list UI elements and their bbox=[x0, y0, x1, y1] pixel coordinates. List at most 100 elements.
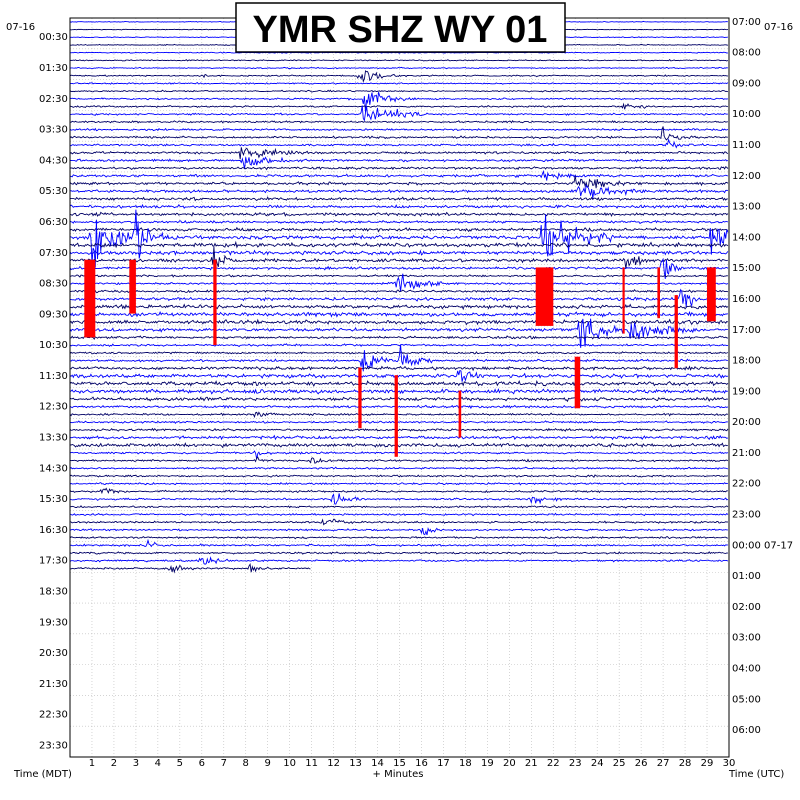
left-date-label: 07-16 bbox=[6, 22, 35, 33]
left-time-label: 06:30 bbox=[39, 217, 68, 228]
x-tick-label: 29 bbox=[701, 758, 714, 769]
right-time-label: 21:00 bbox=[732, 448, 761, 459]
left-time-label: 08:30 bbox=[39, 279, 68, 290]
x-tick-label: 12 bbox=[327, 758, 340, 769]
x-tick-label: 25 bbox=[613, 758, 626, 769]
left-time-label: 00:30 bbox=[39, 32, 68, 43]
left-time-label: 16:30 bbox=[39, 525, 68, 536]
x-tick-label: 13 bbox=[349, 758, 362, 769]
trace-row bbox=[69, 58, 729, 62]
x-tick-label: 27 bbox=[657, 758, 670, 769]
left-time-label: 12:30 bbox=[39, 402, 68, 413]
left-time-label: 15:30 bbox=[39, 494, 68, 505]
trace-row bbox=[69, 184, 728, 199]
left-time-label: 07:30 bbox=[39, 248, 68, 259]
x-tick-label: 2 bbox=[111, 758, 117, 769]
trace-row bbox=[69, 344, 728, 372]
trace-row bbox=[69, 203, 728, 209]
trace-row bbox=[69, 219, 729, 225]
left-time-label: 02:30 bbox=[39, 94, 68, 105]
trace-row bbox=[69, 166, 729, 171]
right-time-label: 12:00 bbox=[732, 171, 761, 182]
trace-row bbox=[69, 365, 728, 372]
x-tick-label: 16 bbox=[415, 758, 428, 769]
left-time-label: 03:30 bbox=[39, 125, 68, 136]
x-tick-label: 1 bbox=[89, 758, 95, 769]
clip-marker bbox=[535, 267, 554, 326]
trace-row bbox=[69, 105, 728, 122]
trace-row bbox=[69, 127, 729, 132]
trace-row bbox=[69, 434, 729, 441]
trace-row bbox=[69, 126, 728, 141]
left-time-label: 14:30 bbox=[39, 463, 68, 474]
x-tick-label: 22 bbox=[547, 758, 560, 769]
trace-row bbox=[69, 303, 729, 311]
trace-row bbox=[69, 246, 728, 269]
trace-row bbox=[69, 310, 729, 318]
right-time-label: 16:00 bbox=[732, 294, 761, 305]
left-time-label: 19:30 bbox=[39, 617, 68, 628]
right-time-label: 03:00 bbox=[732, 633, 761, 644]
x-tick-label: 30 bbox=[723, 758, 736, 769]
trace-row bbox=[69, 289, 729, 294]
trace-row bbox=[69, 512, 729, 517]
left-time-labels: 00:30 01:30 02:30 03:30 04:30 05:30 06:30 07:30… bbox=[39, 32, 68, 751]
trace-row bbox=[69, 493, 729, 505]
x-tick-label: 18 bbox=[459, 758, 472, 769]
right-time-label: 15:00 bbox=[732, 263, 761, 274]
trace-row bbox=[69, 211, 729, 217]
trace-row bbox=[69, 257, 729, 279]
trace-row bbox=[69, 456, 729, 464]
trace-row bbox=[69, 120, 728, 124]
trace-row bbox=[69, 369, 729, 382]
x-tick-label: 11 bbox=[305, 758, 318, 769]
right-date-label: 07-16 bbox=[764, 22, 793, 33]
trace-row bbox=[69, 481, 729, 486]
clip-marker bbox=[394, 375, 398, 457]
right-time-label: 10:00 bbox=[732, 109, 761, 120]
clip-marker bbox=[458, 390, 462, 438]
trace-row bbox=[69, 318, 728, 348]
left-time-label: 21:30 bbox=[39, 679, 68, 690]
left-time-label: 04:30 bbox=[39, 155, 68, 166]
clip-marker bbox=[84, 259, 96, 338]
right-time-label: 00:00 07-17 bbox=[732, 540, 793, 551]
x-tick-label: 8 bbox=[243, 758, 249, 769]
left-time-label: 18:30 bbox=[39, 586, 68, 597]
x-tick-label: 9 bbox=[265, 758, 271, 769]
left-time-label: 11:30 bbox=[39, 371, 68, 382]
trace-row bbox=[69, 562, 311, 574]
x-tick-label: 24 bbox=[591, 758, 604, 769]
clip-marker bbox=[657, 267, 660, 319]
right-time-label: 02:00 bbox=[732, 602, 761, 613]
title-box bbox=[235, 2, 566, 53]
right-time-label: 08:00 bbox=[732, 48, 761, 59]
clip-marker bbox=[129, 259, 136, 314]
x-tick-label: 20 bbox=[503, 758, 516, 769]
right-time-label: 09:00 bbox=[732, 78, 761, 89]
trace-row bbox=[69, 351, 729, 355]
right-time-label: 23:00 bbox=[732, 510, 761, 521]
trace-row bbox=[69, 450, 729, 460]
trace-row bbox=[69, 147, 729, 160]
right-time-label: 11:00 bbox=[732, 140, 761, 151]
right-time-label: 18:00 bbox=[732, 356, 761, 367]
right-time-label: 20:00 bbox=[732, 417, 761, 428]
trace-row bbox=[69, 526, 728, 536]
right-time-label: 19:00 bbox=[732, 386, 761, 397]
trace-row bbox=[69, 335, 729, 340]
left-time-label: 23:30 bbox=[39, 740, 68, 751]
clip-marker bbox=[622, 267, 625, 334]
clipped-amplitude-markers bbox=[84, 259, 716, 457]
right-time-label: 17:00 bbox=[732, 325, 761, 336]
right-time-label: 04:00 bbox=[732, 663, 761, 674]
left-time-label: 22:30 bbox=[39, 710, 68, 721]
trace-row bbox=[69, 51, 728, 54]
trace-row bbox=[69, 249, 729, 257]
trace-row bbox=[69, 487, 728, 495]
left-time-label: 20:30 bbox=[39, 648, 68, 659]
chart-title: YMR SHZ WY 01 bbox=[253, 9, 548, 51]
right-time-label: 05:00 bbox=[732, 694, 761, 705]
